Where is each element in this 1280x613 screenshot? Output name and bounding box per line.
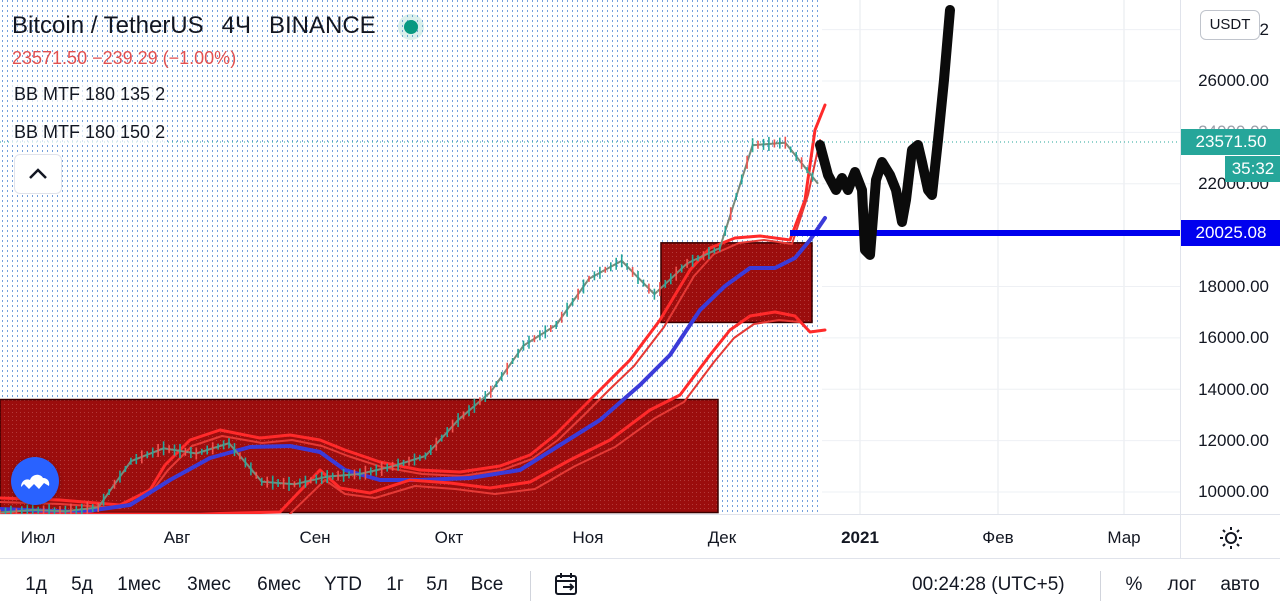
price-grid <box>822 29 1180 493</box>
last-price-tag: 23571.50 <box>1181 129 1280 155</box>
horizontal-line-price-tag: 20025.08 <box>1181 220 1280 246</box>
chart-pane[interactable] <box>0 0 1180 514</box>
price-candles <box>0 136 819 514</box>
range-button-3m[interactable]: 3мес <box>187 574 231 595</box>
bb-lower-band-2 <box>289 319 800 514</box>
time-axis-label: Ноя <box>572 528 604 547</box>
price-scale-label: 16000.00 <box>1198 328 1269 347</box>
bb-upper-band-1 <box>0 103 827 507</box>
exchange-name: BINANCE <box>269 12 376 39</box>
range-button-ytd[interactable]: YTD <box>324 574 362 595</box>
log-scale-toggle[interactable]: лог <box>1167 574 1197 595</box>
toolbar-divider <box>530 571 531 601</box>
time-axis-label: Июл <box>20 528 56 547</box>
auto-scale-toggle[interactable]: авто <box>1220 574 1260 595</box>
tradingview-logo-icon[interactable] <box>11 457 59 505</box>
range-button-all[interactable]: Все <box>470 574 504 595</box>
time-axis-label-year: 2021 <box>841 528 879 547</box>
market-status-icon <box>403 19 418 34</box>
freehand-brush-drawing[interactable] <box>815 5 955 260</box>
symbol-title[interactable]: Bitcoin / TetherUS 4Ч BINANCE <box>12 12 436 40</box>
sun-settings-icon <box>1220 527 1242 549</box>
time-axis[interactable]: Июл Авг Сен Окт Ноя Дек 2021 Фев Мар <box>0 514 1180 559</box>
currency-unit-button[interactable]: USDT <box>1200 10 1260 40</box>
range-button-1y[interactable]: 1г <box>386 574 404 595</box>
calendar-goto-icon <box>555 573 577 595</box>
price-scale-label: 14000.00 <box>1198 380 1269 399</box>
rectangle-zone-drawing[interactable] <box>660 242 813 324</box>
toolbar-divider <box>1100 571 1101 601</box>
percent-scale-toggle[interactable]: % <box>1125 574 1143 595</box>
time-grid <box>859 0 1125 514</box>
bb-basis-line <box>0 216 827 514</box>
bb-lower-band-1 <box>0 310 827 514</box>
range-button-5d[interactable]: 5д <box>71 574 93 595</box>
chart-interval: 4Ч <box>221 12 251 39</box>
price-scale-label: 26000.00 <box>1198 71 1269 90</box>
range-button-1m[interactable]: 1мес <box>117 574 161 595</box>
study-legend-bb-mtf-2[interactable]: BB MTF 180 150 2 <box>12 122 168 143</box>
price-chart[interactable] <box>0 0 1180 514</box>
bar-countdown-tag: 35:32 <box>1225 156 1280 182</box>
study-legend-bb-mtf-1[interactable]: BB MTF 180 135 2 <box>12 84 168 105</box>
time-axis-label: Фев <box>982 528 1014 547</box>
chevron-up-icon <box>29 168 47 179</box>
time-axis-label: Окт <box>434 528 464 547</box>
collapse-legend-button[interactable] <box>14 154 62 194</box>
price-scale-label-partial: 2 <box>1259 20 1269 39</box>
chart-settings-button[interactable] <box>1180 514 1280 559</box>
bollinger-bands <box>0 103 827 514</box>
price-scale[interactable]: 2 26000.00 24000.00 22000.00 18000.00 16… <box>1180 0 1280 514</box>
bb-upper-band-2 <box>0 139 821 509</box>
timezone-clock[interactable]: 00:24:28 (UTC+5) <box>912 574 1065 595</box>
time-axis-label: Авг <box>163 528 191 547</box>
time-axis-label: Мар <box>1107 528 1141 547</box>
bottom-toolbar: 1д 5д 1мес 3мес 6мес YTD 1г 5л Все 00:24… <box>0 558 1280 613</box>
price-scale-label: 12000.00 <box>1198 431 1269 450</box>
symbol-name: Bitcoin / TetherUS <box>12 12 204 39</box>
range-button-1d[interactable]: 1д <box>25 574 47 595</box>
time-axis-label: Сен <box>299 528 331 547</box>
price-change-quote: 23571.50 −239.29 (−1.00%) <box>12 48 237 68</box>
time-axis-label: Дек <box>707 528 737 547</box>
price-scale-label: 18000.00 <box>1198 277 1269 296</box>
price-scale-label: 10000.00 <box>1198 482 1269 501</box>
range-button-5y[interactable]: 5л <box>426 574 448 595</box>
go-to-date-button[interactable] <box>553 571 581 599</box>
range-button-6m[interactable]: 6мес <box>257 574 301 595</box>
